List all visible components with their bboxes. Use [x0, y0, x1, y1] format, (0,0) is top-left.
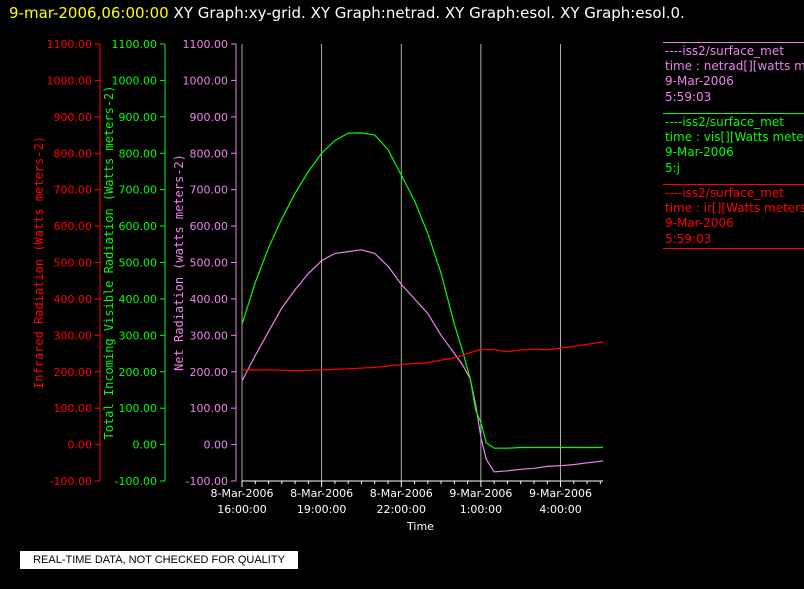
- y-tick-label: 400.00: [190, 293, 229, 306]
- legend-separator: [663, 184, 804, 185]
- y-tick-label: 300.00: [54, 329, 93, 342]
- y-tick-label: 600.00: [119, 220, 158, 233]
- series-line-ir: [242, 341, 604, 372]
- legend-time: 5:j: [665, 160, 681, 175]
- legend-ir: ----iss2/surface_met time : ir[][Watts m…: [663, 184, 804, 250]
- legend-date: 9-Mar-2006: [665, 216, 734, 231]
- y-tick-label: 1100.00: [183, 38, 229, 51]
- y-tick-label: 200.00: [54, 366, 93, 379]
- y-tick-label: 800.00: [119, 147, 158, 160]
- legend-date: 9-Mar-2006: [665, 74, 734, 89]
- legend-separator: [663, 42, 804, 43]
- y-tick-label: 1100.00: [47, 38, 93, 51]
- y-tick-label: 700.00: [190, 184, 229, 197]
- y-tick-label: -100.00: [115, 475, 157, 488]
- y-tick-label: 0.00: [133, 439, 158, 452]
- y-tick-label: 500.00: [190, 257, 229, 270]
- legend-time: 5:59:03: [665, 231, 712, 246]
- x-tick-date: 9-Mar-2006: [449, 487, 512, 500]
- y-tick-label: 500.00: [54, 257, 93, 270]
- graph-timestamp: 9-mar-2006,06:00:00: [9, 4, 169, 22]
- legend-source: ----iss2/surface_met: [665, 44, 784, 58]
- y-tick-label: 700.00: [119, 184, 158, 197]
- legend-variable: time : vis[][Watts meters-2]: [665, 130, 804, 145]
- legend-netrad: ----iss2/surface_met time : netrad[][wat…: [663, 42, 804, 105]
- x-axis-label: Time: [406, 520, 434, 533]
- legend-time: 5:59:03: [665, 89, 712, 104]
- y-tick-label: 400.00: [119, 293, 158, 306]
- legend-variable: time : ir[][Watts meters-2]: [665, 201, 804, 216]
- y-tick-label: 1000.00: [183, 74, 229, 87]
- legend-source: ----iss2/surface_met: [665, 115, 784, 129]
- y-tick-label: 900.00: [119, 111, 158, 124]
- y-tick-label: 900.00: [54, 111, 93, 124]
- y-tick-label: 900.00: [190, 111, 229, 124]
- qc-warning-label: REAL-TIME DATA, NOT CHECKED FOR QUALITY: [20, 551, 298, 569]
- y-tick-label: 300.00: [190, 329, 229, 342]
- y-tick-label: 600.00: [190, 220, 229, 233]
- y-axis-label: Total Incoming Visible Radiation (Watts …: [102, 85, 116, 439]
- x-tick-time: 16:00:00: [217, 503, 266, 516]
- legend-separator: [663, 113, 804, 114]
- y-tick-label: 500.00: [119, 257, 158, 270]
- y-tick-label: 200.00: [190, 366, 229, 379]
- legend-date: 9-Mar-2006: [665, 145, 734, 160]
- y-tick-label: 0.00: [68, 439, 93, 452]
- series-line-vis: [241, 132, 603, 449]
- legend-variable: time : netrad[][watts meters-2]: [665, 59, 804, 74]
- legend-source: ----iss2/surface_met: [665, 186, 784, 200]
- y-tick-label: 400.00: [54, 293, 93, 306]
- y-tick-label: 100.00: [54, 402, 93, 415]
- y-axis-label: Net Radiation (watts meters-2): [172, 154, 186, 371]
- x-tick-time: 19:00:00: [297, 503, 346, 516]
- x-tick-time: 1:00:00: [460, 503, 502, 516]
- graph-list: XY Graph:xy-grid. XY Graph:netrad. XY Gr…: [173, 4, 685, 22]
- y-tick-label: 300.00: [119, 329, 158, 342]
- y-tick-label: 0.00: [204, 439, 229, 452]
- y-axis-label: Infrared Radiation (Watts meters-2): [32, 136, 46, 389]
- y-tick-label: 1100.00: [112, 38, 158, 51]
- legend-separator: [663, 247, 804, 249]
- series-line-netrad: [241, 249, 604, 473]
- y-tick-label: 100.00: [190, 402, 229, 415]
- y-tick-label: -100.00: [50, 475, 92, 488]
- y-tick-label: 700.00: [54, 184, 93, 197]
- y-tick-label: -100.00: [186, 475, 228, 488]
- y-tick-label: 200.00: [119, 366, 158, 379]
- x-tick-date: 8-Mar-2006: [370, 487, 433, 500]
- y-tick-label: 800.00: [54, 147, 93, 160]
- title-bar: 9-mar-2006,06:00:00 XY Graph:xy-grid. XY…: [9, 4, 685, 22]
- y-tick-label: 600.00: [54, 220, 93, 233]
- y-tick-label: 800.00: [190, 147, 229, 160]
- x-tick-time: 4:00:00: [539, 503, 581, 516]
- x-tick-date: 8-Mar-2006: [211, 487, 274, 500]
- legend-vis: ----iss2/surface_met time : vis[][Watts …: [663, 113, 804, 176]
- x-tick-date: 9-Mar-2006: [529, 487, 592, 500]
- y-tick-label: 1000.00: [112, 74, 158, 87]
- x-tick-date: 8-Mar-2006: [290, 487, 353, 500]
- y-tick-label: 100.00: [119, 402, 158, 415]
- x-tick-time: 22:00:00: [377, 503, 426, 516]
- y-tick-label: 1000.00: [47, 74, 93, 87]
